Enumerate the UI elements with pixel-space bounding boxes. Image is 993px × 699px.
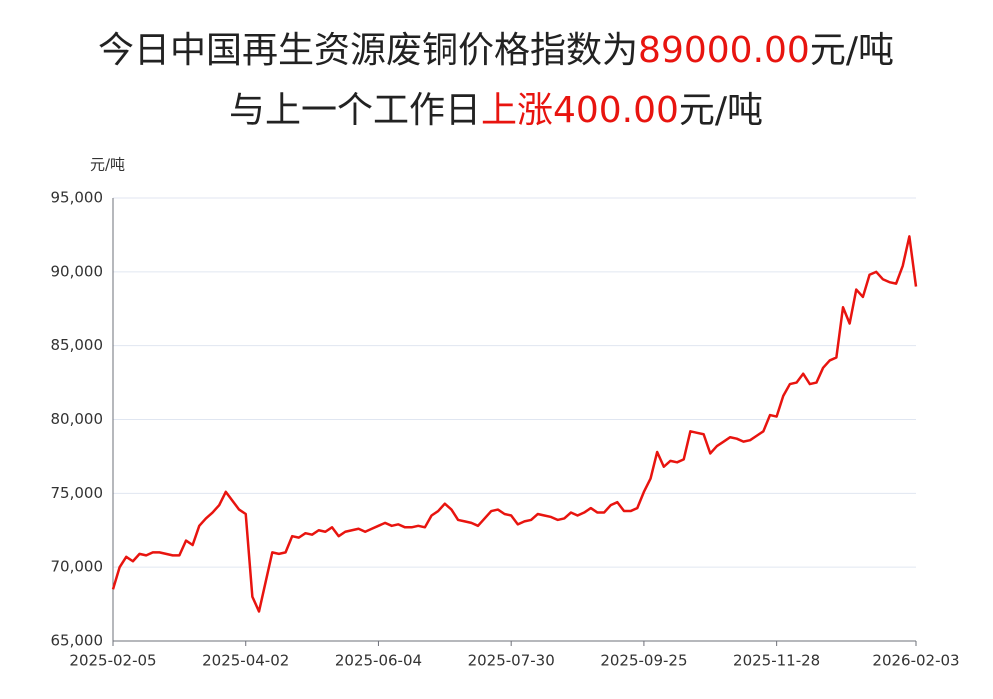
title-segment: 上涨400.00: [481, 90, 679, 131]
title-segment: 89000.00: [638, 30, 810, 71]
x-tick-label: 2025-02-05: [69, 652, 156, 670]
x-tick-label: 2025-09-25: [600, 652, 687, 670]
y-tick-label: 90,000: [51, 262, 104, 280]
chart-title: 与上一个工作日上涨400.00元/吨: [229, 90, 763, 131]
y-tick-label: 70,000: [51, 558, 104, 576]
y-tick-label: 65,000: [51, 632, 104, 650]
x-tick-label: 2025-11-28: [733, 652, 820, 670]
y-tick-label: 85,000: [51, 336, 104, 354]
x-tick-label: 2025-06-04: [335, 652, 422, 670]
x-tick-label: 2025-07-30: [468, 652, 555, 670]
title-segment: 元/吨: [679, 90, 763, 131]
chart-title: 今日中国再生资源废铜价格指数为89000.00元/吨: [98, 30, 894, 71]
title-segment: 元/吨: [810, 30, 894, 71]
line: [111, 235, 918, 613]
title-segment: 与上一个工作日: [229, 90, 481, 131]
y-tick-label: 95,000: [51, 189, 104, 207]
x-tick-label: 2025-04-02: [202, 652, 289, 670]
title-segment: 今日中国再生资源废铜价格指数为: [98, 30, 638, 71]
y-tick-label: 80,000: [51, 410, 104, 428]
x-tick-label: 2026-02-03: [872, 652, 959, 670]
y-axis-label: 元/吨: [90, 156, 125, 174]
y-tick-label: 75,000: [51, 484, 104, 502]
